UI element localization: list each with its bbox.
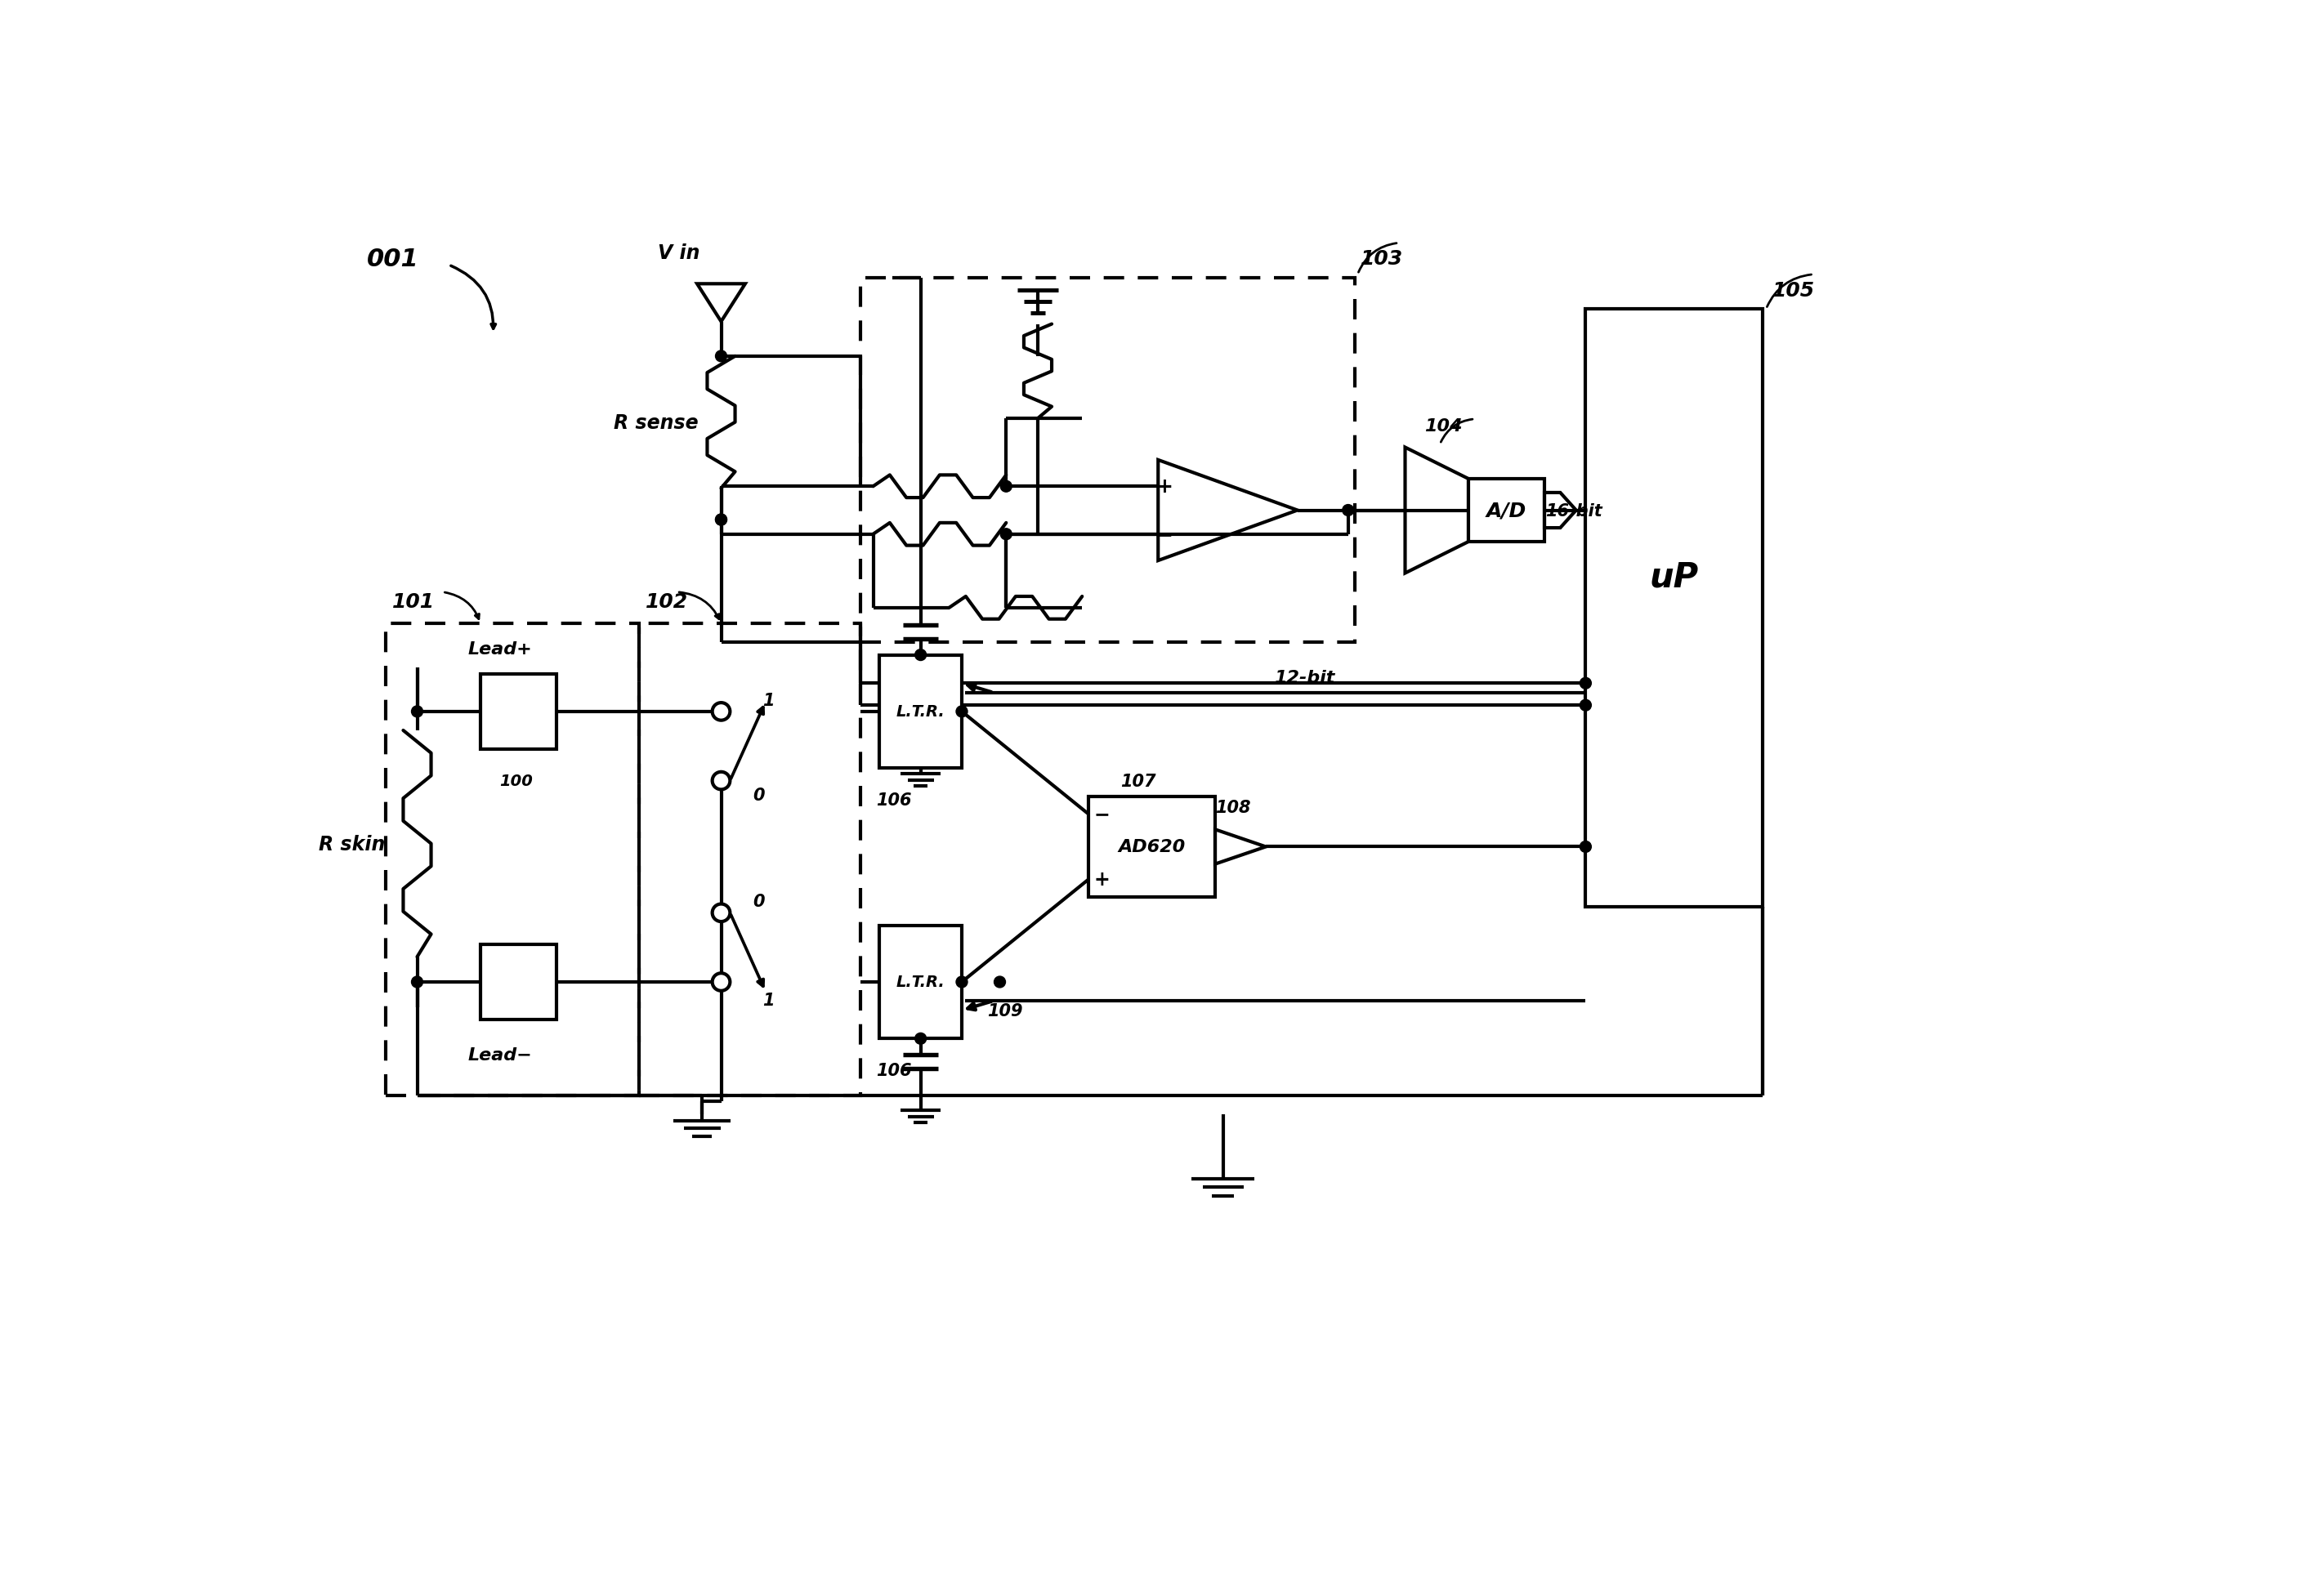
Text: L.T.R.: L.T.R. — [897, 705, 946, 719]
Circle shape — [411, 977, 423, 988]
Text: R skin: R skin — [318, 835, 386, 854]
Text: Lead−: Lead− — [467, 1047, 532, 1063]
Circle shape — [1580, 841, 1592, 852]
Text: 106: 106 — [876, 792, 911, 808]
Circle shape — [1343, 505, 1355, 516]
Circle shape — [411, 706, 423, 718]
Text: AD620: AD620 — [1118, 840, 1185, 855]
Text: 108: 108 — [1215, 800, 1250, 816]
Circle shape — [1580, 700, 1592, 711]
Bar — [481, 675, 555, 749]
Text: 106: 106 — [876, 1063, 911, 1079]
Text: 109: 109 — [988, 1003, 1023, 1019]
Bar — [1585, 309, 1764, 906]
Bar — [639, 624, 860, 1096]
Circle shape — [716, 352, 727, 363]
Text: 107: 107 — [1120, 773, 1155, 789]
Circle shape — [711, 904, 730, 922]
Text: +: + — [1155, 477, 1174, 497]
Text: −: − — [1095, 805, 1109, 824]
Text: uP: uP — [1650, 559, 1699, 594]
Bar — [1088, 797, 1215, 898]
Circle shape — [999, 529, 1011, 540]
Circle shape — [711, 703, 730, 721]
Circle shape — [716, 515, 727, 526]
Text: A/D: A/D — [1487, 501, 1527, 521]
Circle shape — [999, 482, 1011, 493]
Text: 101: 101 — [393, 592, 435, 611]
Circle shape — [955, 977, 967, 988]
Bar — [481, 944, 555, 1020]
Bar — [386, 624, 639, 1096]
Circle shape — [916, 1033, 927, 1044]
Text: +: + — [1095, 870, 1109, 890]
Circle shape — [711, 974, 730, 992]
Circle shape — [955, 706, 967, 718]
Bar — [878, 656, 962, 768]
Text: Lead+: Lead+ — [467, 642, 532, 657]
Bar — [1469, 480, 1545, 542]
Text: 16-bit: 16-bit — [1545, 502, 1604, 520]
Text: 0: 0 — [753, 893, 765, 909]
Text: 102: 102 — [646, 592, 688, 611]
Text: 001: 001 — [367, 247, 418, 271]
Text: 105: 105 — [1773, 280, 1815, 301]
Text: 12-bit: 12-bit — [1274, 668, 1334, 686]
Text: 1: 1 — [762, 692, 774, 708]
Circle shape — [995, 977, 1006, 988]
Polygon shape — [697, 285, 746, 322]
Text: R sense: R sense — [614, 413, 697, 432]
Text: 100: 100 — [500, 773, 532, 789]
Circle shape — [716, 515, 727, 526]
Text: −: − — [1155, 524, 1174, 545]
Bar — [860, 279, 1355, 643]
Bar — [878, 925, 962, 1039]
Circle shape — [916, 649, 927, 661]
Text: 1: 1 — [762, 992, 774, 1007]
Text: 104: 104 — [1425, 418, 1462, 434]
Text: 103: 103 — [1362, 249, 1404, 269]
Text: L.T.R.: L.T.R. — [897, 974, 946, 990]
Circle shape — [711, 773, 730, 790]
Text: V in: V in — [658, 244, 700, 263]
Text: 0: 0 — [753, 787, 765, 803]
Circle shape — [1580, 678, 1592, 689]
